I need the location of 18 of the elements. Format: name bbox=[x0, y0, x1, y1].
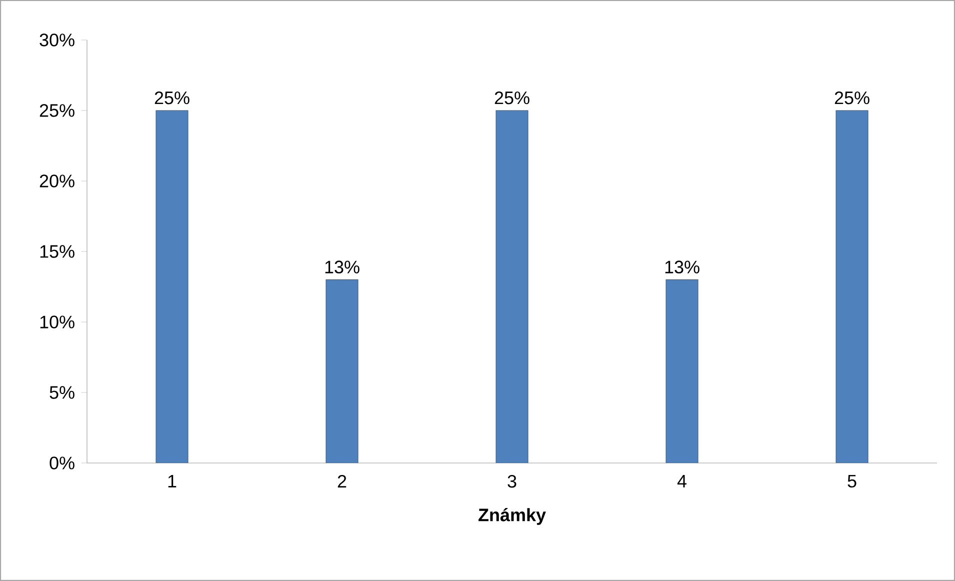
y-tick-label: 20% bbox=[40, 174, 74, 188]
x-tick-label: 4 bbox=[677, 474, 686, 488]
y-tick-label: 0% bbox=[50, 456, 74, 470]
y-tick-label: 30% bbox=[40, 34, 74, 46]
y-tick-label: 10% bbox=[40, 316, 74, 328]
data-label: 25% bbox=[494, 91, 530, 104]
data-label: 25% bbox=[834, 91, 870, 104]
x-axis-title: Známky bbox=[478, 508, 546, 525]
data-label: 25% bbox=[154, 91, 190, 104]
data-label: 13% bbox=[325, 260, 360, 274]
x-tick-label: 3 bbox=[508, 474, 516, 488]
x-tick-label: 5 bbox=[848, 474, 856, 488]
y-tick-label: 25% bbox=[40, 104, 74, 117]
y-tick-label: 15% bbox=[40, 245, 74, 258]
x-tick-label: 1 bbox=[168, 474, 176, 488]
x-tick-label: 2 bbox=[338, 474, 346, 488]
data-label: 13% bbox=[665, 260, 700, 274]
y-tick-label: 5% bbox=[50, 386, 74, 399]
